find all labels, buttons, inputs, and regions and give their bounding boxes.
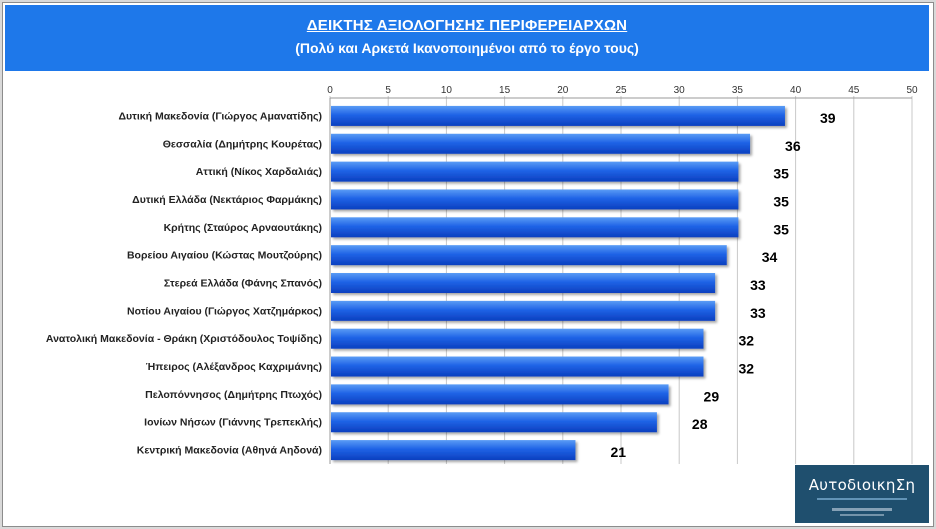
data-label: 32 [738,333,754,349]
logo-fine-print-2 [840,514,884,516]
data-label: 36 [785,138,801,154]
bar [331,133,751,154]
x-tick-label: 30 [674,85,686,96]
data-label: 21 [610,444,626,460]
bar [331,161,739,182]
bar [331,440,576,461]
category-label: Δυτική Ελλάδα (Νεκτάριος Φαρμάκης) [132,194,322,206]
data-label: 39 [820,110,836,126]
data-label: 35 [773,221,789,237]
data-label: 29 [704,388,720,404]
data-label: 32 [738,361,754,377]
category-label: Κεντρική Μακεδονία (Αθηνά Αηδονά) [137,445,322,457]
x-tick-label: 50 [906,85,918,96]
category-label: Στερεά Ελλάδα (Φάνης Σπανός) [164,278,322,290]
bar [331,384,669,405]
data-label: 33 [750,305,766,321]
x-tick-label: 10 [441,85,453,96]
category-label: Νοτίου Αιγαίου (Γιώργος Χατζημάρκος) [127,305,322,317]
x-tick-label: 0 [327,85,333,96]
bar [331,217,739,238]
data-label: 33 [750,277,766,293]
data-label: 35 [773,166,789,182]
logo-divider [817,498,907,500]
bar [331,328,704,349]
category-label: Βορείου Αιγαίου (Κώστας Μουτζούρης) [127,250,322,262]
logo-fine-print [832,508,892,511]
bar-chart: 0 5 10 15 20 25 30 35 40 45 50 Δυτική Μακεδονία (Γι… [46,85,918,464]
bar [331,189,739,210]
bar [331,412,657,433]
chart-header: ΔΕΙΚΤΗΣ ΑΞΙΟΛΟΓΗΣΗΣ ΠΕΡΙΦΕΡΕΙΑΡΧΩΝ (Πολύ… [5,5,929,71]
data-label: 28 [692,416,708,432]
bar [331,273,716,293]
logo: ΑυτοδιοικηΣη [795,465,929,523]
category-label: Αττική (Νίκος Χαρδαλιάς) [196,166,322,178]
x-tick-label: 25 [615,85,627,96]
category-label: Πελοπόννησος (Δημήτρης Πτωχός) [145,389,322,401]
bar [331,245,727,266]
x-tick-label: 35 [732,85,744,96]
x-tick-label: 20 [557,85,569,96]
bar [331,300,716,321]
logo-text: ΑυτοδιοικηΣη [808,476,916,494]
category-label: Ιονίων Νήσων (Γιάννης Τρεπεκλής) [144,417,322,429]
x-tick-label: 15 [499,85,511,96]
x-tick-label: 5 [385,85,391,96]
category-label: Κρήτης (Σταύρος Αρναουτάκης) [164,222,322,234]
category-label: Θεσσαλία (Δημήτρης Κουρέτας) [163,138,322,150]
category-label: Δυτική Μακεδονία (Γιώργος Αμανατίδης) [119,110,323,122]
category-label: Ανατολική Μακεδονία - Θράκη (Χριστόδουλο… [46,333,322,345]
x-tick-label: 45 [848,85,860,96]
bar [331,356,704,377]
chart-subtitle: (Πολύ και Αρκετά Ικανοποιημένοι από το έ… [295,40,639,56]
x-tick-label: 40 [790,85,802,96]
category-label: Ήπειρος (Αλέξανδρος Καχριμάνης) [146,361,322,373]
data-label: 35 [773,193,789,209]
data-label: 34 [762,249,778,265]
bar [331,105,785,126]
chart-title: ΔΕΙΚΤΗΣ ΑΞΙΟΛΟΓΗΣΗΣ ΠΕΡΙΦΕΡΕΙΑΡΧΩΝ [306,17,628,34]
